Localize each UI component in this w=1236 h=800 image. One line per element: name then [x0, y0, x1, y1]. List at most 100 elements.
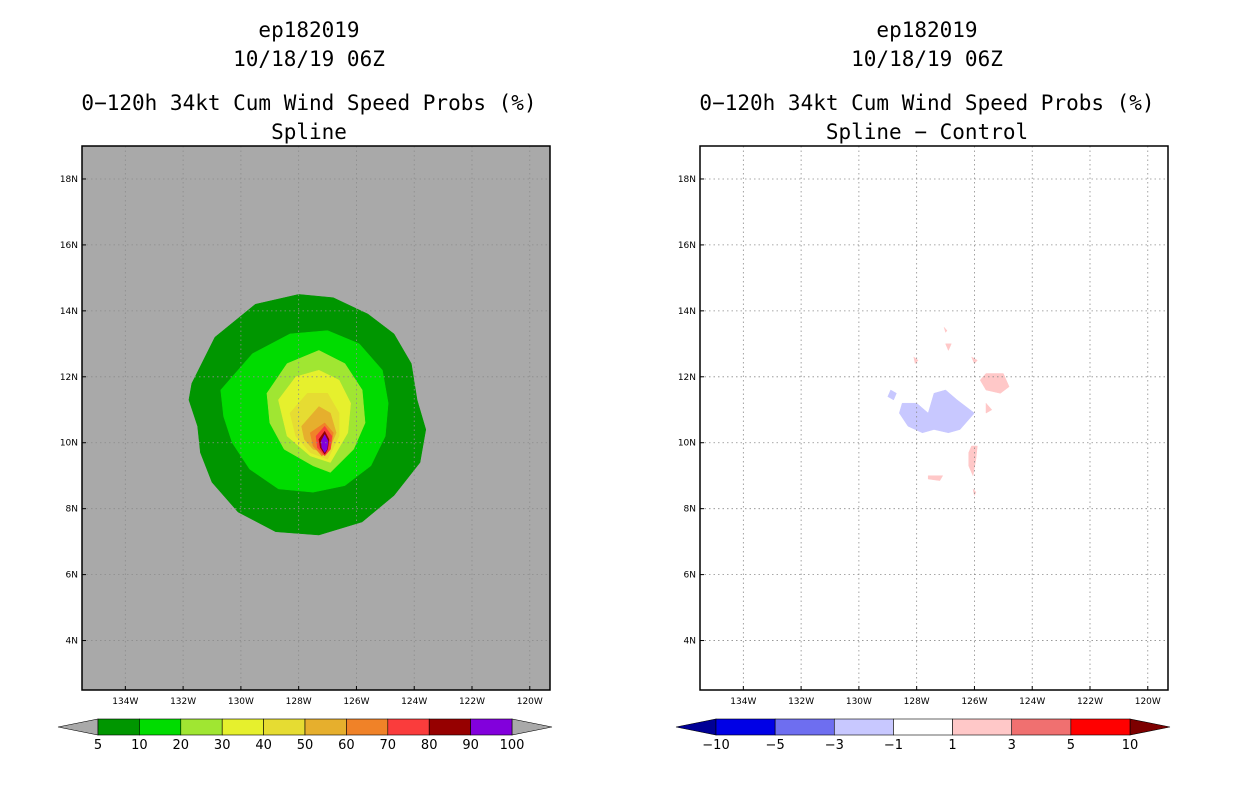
subtitle: Spline: [271, 120, 347, 144]
grid-lines: [82, 146, 550, 690]
colorbar-label: 60: [338, 738, 355, 753]
colorbar-swatch: [428, 718, 471, 736]
colorbar-label: 30: [214, 738, 231, 753]
colorbar-swatch: [180, 718, 223, 736]
colorbar-swatch: [304, 718, 347, 736]
colorbar-label: 20: [173, 738, 190, 753]
y-tick-label: 18N: [678, 175, 696, 185]
colorbar-label: 40: [255, 738, 272, 753]
datetime-title: 10/18/19 06Z: [233, 47, 385, 71]
y-tick-label: 4N: [66, 637, 78, 647]
colorbar-label: −10: [702, 738, 729, 753]
x-tick-label: 134W: [730, 697, 756, 707]
colorbar-swatch: [97, 718, 140, 736]
contour-level-1: [972, 488, 977, 497]
contour-level-1: [979, 373, 1010, 394]
colorbar-over-triangle: [511, 718, 553, 736]
x-tick-label: 126W: [343, 697, 369, 707]
x-tick-label: 128W: [904, 697, 930, 707]
y-tick-label: 10N: [678, 439, 696, 449]
x-tick-label: 124W: [401, 697, 427, 707]
x-tick-label: 134W: [112, 697, 138, 707]
colorbar-swatch: [139, 718, 182, 736]
plot-frame: [699, 145, 1169, 691]
spline-probability-map: 134W 132W 130W 128W 126W 124W 122W 120W 4N 6N 8N 10…: [57, 145, 553, 753]
contour-level-neg1: [899, 389, 975, 434]
datetime-title: 10/18/19 06Z: [851, 47, 1003, 71]
colorbar-label: 90: [462, 738, 479, 753]
colorbar-swatch: [1070, 718, 1131, 736]
x-tick-label: 122W: [1077, 697, 1103, 707]
y-tick-label: 4N: [684, 637, 696, 647]
colorbar-swatch: [470, 718, 513, 736]
left-panel: ep182019 10/18/19 06Z 0−120h 34kt Cum Wi…: [57, 18, 553, 753]
colorbar-under-triangle: [57, 718, 99, 736]
colorbar-label: −5: [766, 738, 785, 753]
y-tick-label: 18N: [60, 175, 78, 185]
storm-id-title: ep182019: [258, 18, 360, 42]
colorbar-label: 5: [1067, 738, 1075, 753]
colorbar-swatch: [893, 718, 953, 736]
product-title: 0−120h 34kt Cum Wind Speed Probs (%): [699, 91, 1155, 115]
contour-level-1: [927, 475, 944, 481]
colorbar-label: 5: [94, 738, 102, 753]
contour-level-neg1: [887, 389, 897, 401]
colorbar-swatch: [715, 718, 776, 736]
y-tick-label: 14N: [678, 307, 696, 317]
colorbar-swatch: [833, 718, 894, 736]
colorbar-under-triangle: [675, 718, 717, 736]
colorbar-label: −1: [884, 738, 903, 753]
contour-level-1: [943, 327, 948, 333]
storm-id-title: ep182019: [876, 18, 978, 42]
y-tick-label: 16N: [678, 241, 696, 251]
subtitle: Spline − Control: [825, 120, 1029, 144]
y-tick-label: 8N: [684, 505, 696, 515]
colorbar-label: 50: [297, 738, 314, 753]
colorbar-label: 10: [131, 738, 148, 753]
x-tick-label: 130W: [228, 697, 254, 707]
y-tick-label: 6N: [684, 571, 696, 581]
y-tick-label: 16N: [60, 241, 78, 251]
x-tick-label: 130W: [846, 697, 872, 707]
contour-level-1: [913, 356, 919, 365]
colorbar-swatch: [774, 718, 835, 736]
x-tick-label: 132W: [788, 697, 814, 707]
y-tick-label: 8N: [66, 505, 78, 515]
colorbar-swatch: [952, 718, 1013, 736]
product-title: 0−120h 34kt Cum Wind Speed Probs (%): [81, 91, 537, 115]
colorbar-label: 3: [1008, 738, 1016, 753]
colorbar-label: 70: [380, 738, 397, 753]
colorbar-label: 80: [421, 738, 438, 753]
y-tick-label: 6N: [66, 571, 78, 581]
plot-frame: [81, 145, 551, 691]
x-tick-label: 132W: [170, 697, 196, 707]
contour-level-1: [968, 445, 978, 477]
colorbar-swatch: [346, 718, 389, 736]
difference-map: 134W 132W 130W 128W 126W 124W 122W 120W 4N 6N 8N 10…: [675, 145, 1171, 753]
colorbar-label: 1: [948, 738, 956, 753]
y-tick-label: 10N: [60, 439, 78, 449]
colorbar-swatch: [263, 718, 306, 736]
x-tick-label: 120W: [1135, 697, 1161, 707]
contour-level-90: [320, 433, 329, 454]
x-tick-label: 124W: [1019, 697, 1045, 707]
grid-lines: [700, 146, 1168, 690]
y-tick-label: 12N: [60, 373, 78, 383]
y-tick-label: 12N: [678, 373, 696, 383]
colorbar-swatch: [221, 718, 264, 736]
y-tick-label: 14N: [60, 307, 78, 317]
colorbar-label: 100: [500, 738, 525, 753]
x-tick-label: 128W: [286, 697, 312, 707]
colorbar-swatch: [387, 718, 430, 736]
contour-fills: [188, 294, 427, 536]
x-tick-label: 126W: [961, 697, 987, 707]
x-tick-label: 122W: [459, 697, 485, 707]
x-tick-label: 120W: [517, 697, 543, 707]
right-panel: ep182019 10/18/19 06Z 0−120h 34kt Cum Wi…: [618, 0, 1236, 800]
colorbar-label: 10: [1122, 738, 1139, 753]
colorbar-swatch: [1011, 718, 1072, 736]
contour-fills: [887, 327, 1010, 497]
contour-level-1: [985, 402, 993, 414]
contour-level-1: [945, 343, 952, 352]
colorbar-over-triangle: [1129, 718, 1171, 736]
